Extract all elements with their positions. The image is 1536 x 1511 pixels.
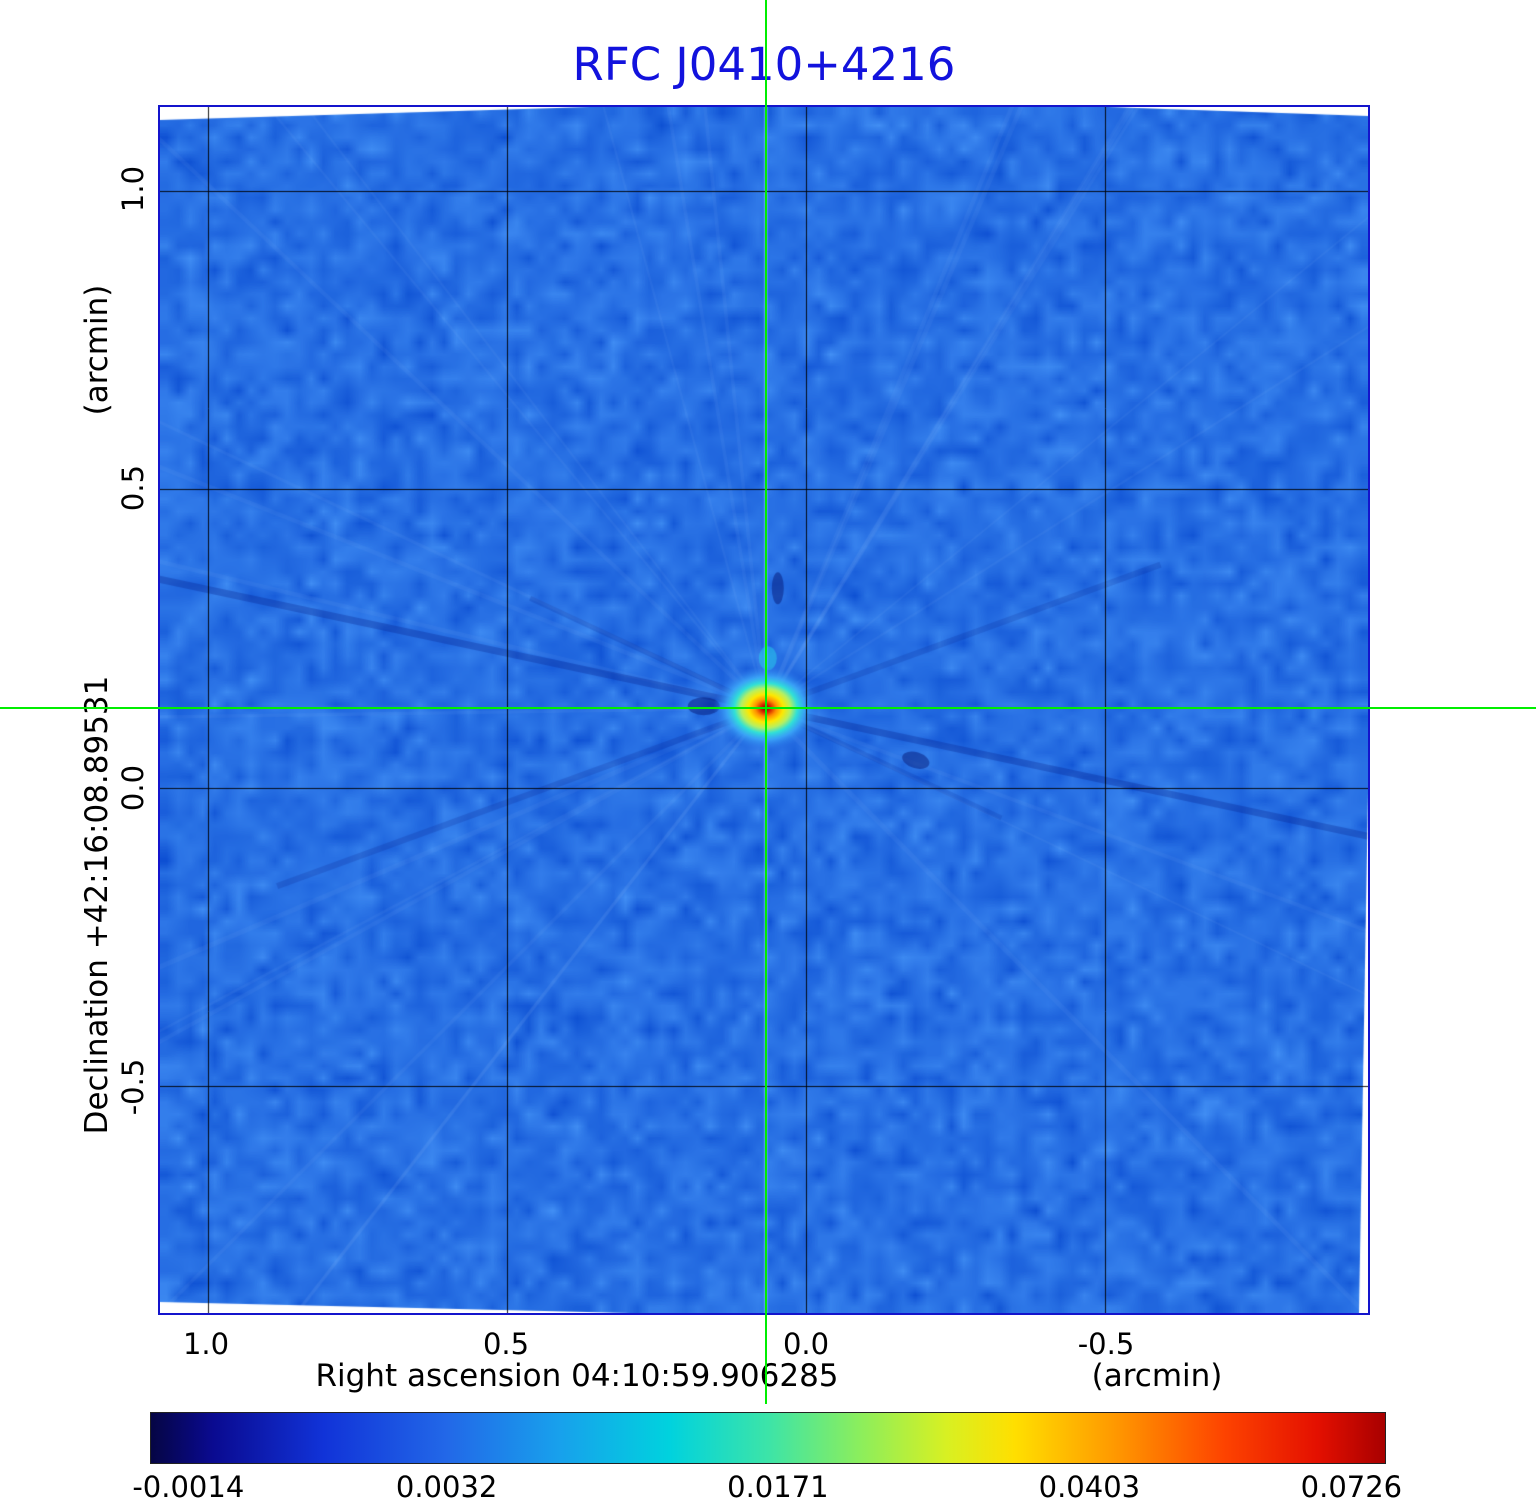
colorbar-tick-label: -0.0014 — [132, 1470, 245, 1504]
x-tick-label: 0.5 — [482, 1327, 530, 1361]
x-axis-title: Right ascension 04:10:59.906285 — [315, 1358, 839, 1394]
colorbar-labels: -0.0014 0.0032 0.0171 0.0403 0.0726 — [132, 1470, 1402, 1510]
y-axis-unit: (arcmin) — [79, 284, 115, 416]
crosshair-vertical-line — [764, 0, 767, 1404]
colorbar-tick-label: 0.0403 — [1038, 1470, 1141, 1504]
plot-area — [158, 105, 1370, 1315]
y-tick-label: -0.5 — [116, 1059, 150, 1116]
colorbar-tick-label: 0.0726 — [1300, 1470, 1403, 1504]
colorbar-tick-label: 0.0032 — [395, 1470, 498, 1504]
crosshair-horizontal-line — [0, 707, 1536, 710]
heatmap-canvas — [160, 107, 1368, 1313]
x-tick-label: 1.0 — [182, 1327, 230, 1361]
y-tick-label: 1.0 — [116, 165, 150, 212]
y-axis-title: Declination +42:16:08.89531 — [79, 675, 115, 1135]
colorbar-tick-label: 0.0171 — [727, 1470, 829, 1504]
x-tick-label: -0.5 — [1077, 1327, 1135, 1361]
x-axis-unit: (arcmin) — [1091, 1358, 1223, 1394]
colorbar — [150, 1412, 1386, 1464]
y-tick-label: 0.0 — [116, 764, 150, 811]
x-tick-label: 0.0 — [782, 1327, 830, 1361]
y-tick-label: 0.5 — [116, 465, 150, 512]
chart-title: RFC J0410+4216 — [572, 38, 956, 91]
